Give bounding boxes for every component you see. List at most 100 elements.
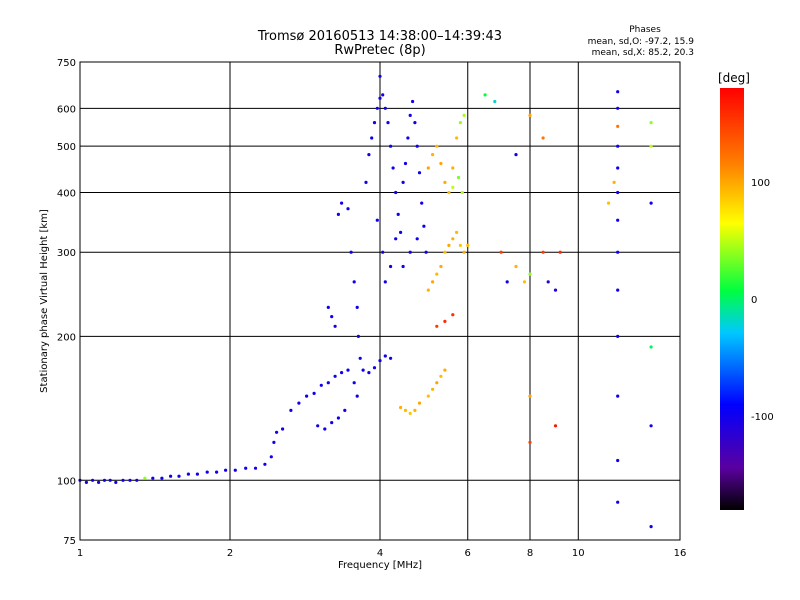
data-point: [281, 427, 285, 431]
data-point: [411, 99, 415, 104]
data-point: [372, 366, 377, 370]
data-point: [312, 391, 316, 395]
data-point: [151, 476, 155, 480]
data-point: [97, 480, 101, 484]
data-point: [553, 424, 558, 428]
data-point: [370, 136, 374, 140]
y-tick-label: 400: [57, 188, 76, 199]
data-point: [462, 250, 466, 254]
data-point: [394, 237, 398, 241]
data-point: [316, 424, 320, 428]
data-point: [346, 368, 350, 372]
data-point: [389, 144, 393, 148]
data-point: [499, 250, 503, 254]
data-point: [417, 401, 422, 405]
data-point: [439, 374, 443, 378]
y-tick-label: 500: [57, 142, 76, 153]
data-points: [78, 74, 653, 529]
data-point: [649, 121, 653, 125]
chart-title: Tromsø 20160513 14:38:00–14:39:43: [257, 29, 502, 44]
data-point: [135, 478, 139, 482]
data-point: [447, 190, 451, 195]
data-point: [460, 190, 464, 195]
data-point: [439, 161, 443, 166]
data-point: [522, 280, 527, 284]
data-point: [541, 250, 545, 254]
data-point: [289, 408, 293, 412]
data-point: [649, 424, 653, 428]
data-point: [505, 280, 509, 284]
data-point: [458, 243, 462, 247]
y-tick-label: 200: [57, 332, 76, 343]
data-point: [616, 190, 620, 195]
data-point: [616, 218, 620, 222]
data-point: [177, 474, 181, 478]
data-point: [451, 185, 455, 189]
data-point: [616, 124, 620, 128]
data-point: [361, 368, 365, 372]
data-point: [426, 394, 430, 398]
data-point: [443, 368, 447, 372]
data-point: [616, 458, 620, 463]
data-point: [215, 470, 219, 474]
data-point: [401, 180, 405, 184]
data-point: [435, 381, 439, 385]
data-point: [114, 480, 118, 484]
data-point: [233, 468, 237, 472]
data-point: [143, 476, 147, 480]
data-point: [422, 224, 426, 228]
x-tick-label: 4: [377, 548, 383, 559]
data-point: [349, 250, 353, 254]
data-point: [649, 345, 653, 349]
y-tick-label: 100: [57, 476, 76, 487]
data-point: [455, 230, 459, 234]
data-point: [326, 381, 330, 385]
colorbar-tick-label: 100: [751, 178, 770, 189]
data-point: [383, 354, 387, 358]
data-point: [84, 480, 88, 484]
data-point: [330, 421, 334, 425]
data-point: [528, 113, 532, 117]
data-point: [389, 356, 393, 360]
data-point: [649, 144, 653, 148]
data-point: [415, 144, 419, 148]
data-point: [451, 166, 455, 170]
x-tick-label: 6: [465, 548, 471, 559]
data-point: [528, 394, 532, 398]
x-tick-label: 8: [527, 548, 533, 559]
data-point: [417, 171, 422, 175]
y-tick-label: 750: [57, 58, 76, 69]
data-point: [394, 190, 398, 195]
data-point: [649, 201, 653, 205]
data-point: [195, 472, 199, 476]
data-point: [121, 478, 125, 482]
data-point: [333, 374, 337, 378]
y-tick-label: 600: [57, 104, 76, 115]
data-point: [358, 356, 362, 360]
data-point: [375, 106, 379, 110]
data-point: [224, 468, 228, 472]
phase-box-line-o: mean, sd,O: -97.2, 15.9: [588, 37, 695, 47]
data-point: [319, 383, 323, 387]
data-point: [616, 288, 620, 292]
data-point: [330, 315, 334, 319]
data-point: [413, 121, 417, 125]
data-point: [355, 394, 359, 398]
x-tick-label: 10: [572, 548, 585, 559]
data-point: [340, 371, 344, 375]
data-point: [269, 455, 273, 459]
colorbar: [720, 88, 744, 510]
data-point: [483, 93, 487, 97]
data-point: [456, 175, 461, 180]
colorbar-label: [deg]: [718, 71, 750, 85]
data-point: [396, 212, 400, 216]
data-point: [272, 440, 276, 444]
data-point: [253, 466, 258, 470]
data-point: [435, 324, 439, 328]
data-point: [420, 201, 424, 205]
data-point: [415, 237, 419, 241]
data-point: [263, 462, 267, 466]
plot-frame: [79, 61, 681, 541]
data-point: [355, 305, 359, 309]
